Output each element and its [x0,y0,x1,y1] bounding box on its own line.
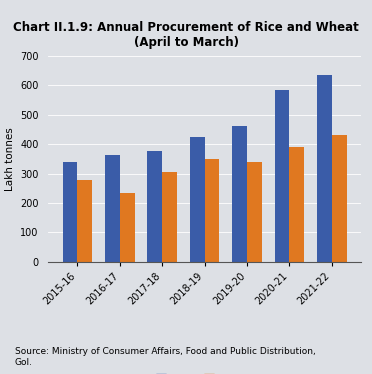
Bar [289,147,304,262]
Bar [332,135,347,262]
Bar [205,159,219,262]
Bar [105,154,120,262]
Bar [247,162,262,262]
Bar [147,151,162,262]
Bar [275,91,289,262]
Text: Chart II.1.9: Annual Procurement of Rice and Wheat
(April to March): Chart II.1.9: Annual Procurement of Rice… [13,21,359,49]
Bar [77,180,92,262]
Bar [232,126,247,262]
Bar [120,193,135,262]
Bar [190,137,205,262]
Y-axis label: Lakh tonnes: Lakh tonnes [4,127,15,191]
Bar [62,162,77,262]
Text: Source: Ministry of Consumer Affairs, Food and Public Distribution,
GoI.: Source: Ministry of Consumer Affairs, Fo… [15,347,315,367]
Bar [162,172,177,262]
Bar [317,75,332,262]
